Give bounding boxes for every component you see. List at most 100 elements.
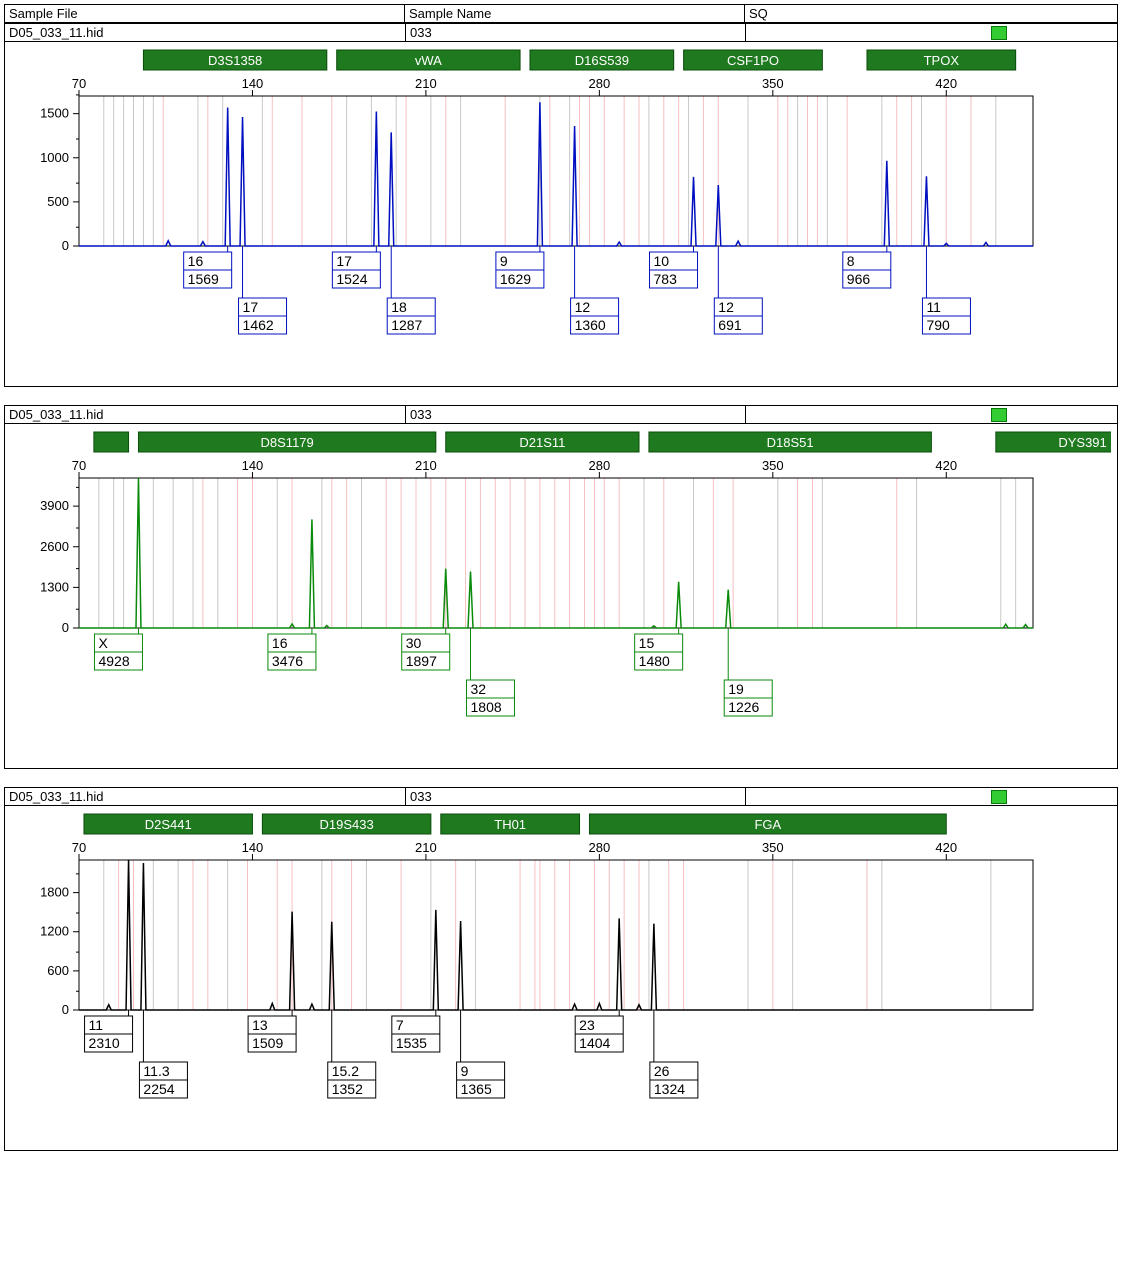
y-tick-label: 1500 (40, 106, 69, 121)
x-tick-label: 70 (72, 458, 86, 473)
y-tick-label: 0 (62, 1002, 69, 1017)
panel-sample-name: 033 (405, 788, 745, 805)
x-tick-label: 210 (415, 840, 437, 855)
allele-value: 17 (336, 253, 352, 269)
y-tick-label: 1800 (40, 885, 69, 900)
panel-header: D05_033_11.hid 033 (5, 406, 1117, 424)
allele-value: 16 (272, 635, 288, 651)
trace-line (79, 860, 1033, 1010)
y-tick-label: 1200 (40, 924, 69, 939)
sq-indicator-icon (991, 790, 1007, 804)
locus-label: D3S1358 (208, 53, 262, 68)
y-tick-label: 0 (62, 620, 69, 635)
allele-rfu: 1535 (396, 1035, 427, 1051)
x-tick-label: 280 (589, 458, 611, 473)
sq-indicator-icon (991, 408, 1007, 422)
allele-rfu: 1352 (332, 1081, 363, 1097)
y-tick-label: 500 (47, 194, 69, 209)
panel-header: D05_033_11.hid 033 (5, 24, 1117, 42)
locus-label: D21S11 (519, 435, 565, 450)
x-tick-label: 70 (72, 840, 86, 855)
allele-rfu: 1569 (188, 271, 219, 287)
chart-area: D2S441D19S433TH01FGA70140210280350420060… (5, 806, 1117, 1140)
locus-label: D18S51 (767, 435, 814, 450)
allele-rfu: 2310 (89, 1035, 120, 1051)
allele-rfu: 4928 (98, 653, 129, 669)
panel-sq-cell (745, 788, 1117, 805)
allele-value: 17 (243, 299, 259, 315)
header-sample-name: Sample Name (405, 5, 745, 23)
x-tick-label: 280 (589, 840, 611, 855)
allele-value: 7 (396, 1017, 404, 1033)
allele-value: 12 (575, 299, 591, 315)
x-tick-label: 420 (935, 76, 957, 91)
x-tick-label: 280 (589, 76, 611, 91)
x-tick-label: 70 (72, 76, 86, 91)
allele-rfu: 1462 (243, 317, 274, 333)
dye-panel: D05_033_11.hid 033 D8S1179D21S11D18S51DY… (4, 405, 1118, 769)
allele-value: 32 (471, 681, 487, 697)
chart-area: D3S1358vWAD16S539CSF1POTPOX7014021028035… (5, 42, 1117, 376)
allele-value: 30 (406, 635, 422, 651)
y-tick-label: 0 (62, 238, 69, 253)
dye-panel: D05_033_11.hid 033 D2S441 D19S433 TH01 FGA 7… (4, 787, 1118, 1151)
locus-label: TH01 (494, 817, 526, 832)
chart-area: D8S1179D21S11D18S51DYS391701402102803504… (5, 424, 1117, 758)
allele-rfu: 1365 (461, 1081, 492, 1097)
panel-file: D05_033_11.hid (5, 24, 405, 41)
allele-rfu: 1629 (500, 271, 531, 287)
locus-label: vWA (415, 53, 442, 68)
panel-sq-cell (745, 24, 1117, 41)
panel-file: D05_033_11.hid (5, 406, 405, 423)
x-tick-label: 420 (935, 840, 957, 855)
allele-rfu: 1808 (471, 699, 502, 715)
x-tick-label: 140 (242, 76, 264, 91)
allele-rfu: 966 (847, 271, 871, 287)
allele-rfu: 3476 (272, 653, 303, 669)
x-tick-label: 140 (242, 458, 264, 473)
panel-file: D05_033_11.hid (5, 788, 405, 805)
panel-header: D05_033_11.hid 033 (5, 788, 1117, 806)
allele-value: 23 (579, 1017, 595, 1033)
allele-rfu: 1360 (575, 317, 606, 333)
allele-value: 11.3 (143, 1063, 169, 1079)
y-tick-label: 1000 (40, 150, 69, 165)
trace-line (79, 478, 1033, 628)
y-tick-label: 600 (47, 963, 69, 978)
x-tick-label: 350 (762, 76, 784, 91)
allele-value: 11 (89, 1017, 104, 1033)
allele-rfu: 691 (718, 317, 742, 333)
locus-label: D2S441 (145, 817, 192, 832)
allele-value: 11 (926, 299, 941, 315)
electropherogram-svg: D3S1358vWAD16S539CSF1POTPOX7014021028035… (13, 46, 1111, 376)
trace-line (79, 102, 1033, 246)
allele-rfu: 2254 (143, 1081, 174, 1097)
y-tick-label: 3900 (40, 498, 69, 513)
allele-rfu: 783 (654, 271, 678, 287)
locus-label: FGA (754, 817, 781, 832)
allele-rfu: 1287 (391, 317, 422, 333)
allele-rfu: 1524 (336, 271, 367, 287)
allele-value: 15.2 (332, 1063, 359, 1079)
allele-rfu: 1897 (406, 653, 437, 669)
allele-value: 10 (654, 253, 670, 269)
x-tick-label: 210 (415, 76, 437, 91)
allele-value: 8 (847, 253, 855, 269)
header-sample-file: Sample File (5, 5, 405, 23)
allele-value: 16 (188, 253, 204, 269)
locus-label: CSF1PO (727, 53, 779, 68)
locus-label: D19S433 (320, 817, 374, 832)
allele-value: 18 (391, 299, 407, 315)
x-tick-label: 140 (242, 840, 264, 855)
allele-value: 26 (654, 1063, 670, 1079)
allele-rfu: 1509 (252, 1035, 283, 1051)
allele-value: 13 (252, 1017, 268, 1033)
allele-value: 15 (639, 635, 655, 651)
electropherogram-svg: D2S441D19S433TH01FGA70140210280350420060… (13, 810, 1111, 1140)
header-sq: SQ (745, 5, 1118, 23)
allele-value: 9 (500, 253, 508, 269)
allele-rfu: 1480 (639, 653, 670, 669)
allele-rfu: 1226 (728, 699, 759, 715)
allele-rfu: 1324 (654, 1081, 685, 1097)
allele-rfu: 1404 (579, 1035, 610, 1051)
